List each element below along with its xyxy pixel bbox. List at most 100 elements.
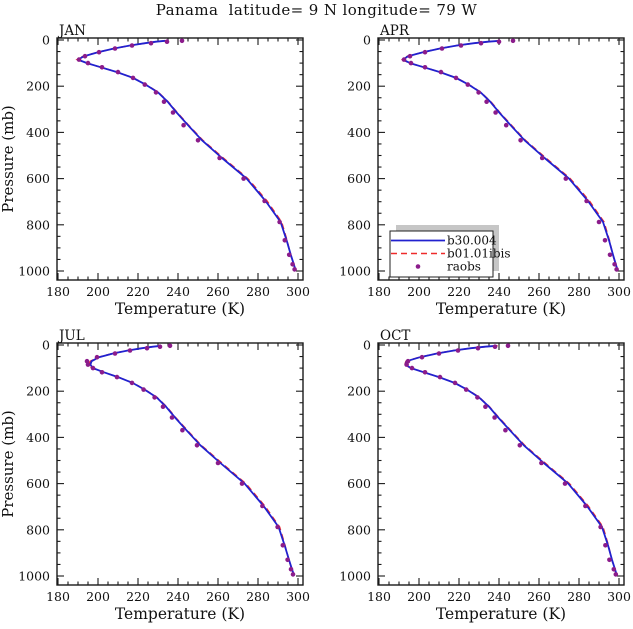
- svg-text:180: 180: [46, 284, 70, 299]
- svg-text:400: 400: [347, 430, 371, 445]
- svg-text:0: 0: [42, 338, 50, 353]
- svg-text:260: 260: [206, 284, 230, 299]
- y-axis-title-jul: Pressure (mb): [0, 410, 17, 518]
- legend-label-b30-004: b30.004: [447, 234, 497, 248]
- x-axis-labels-oct: 180 200 220 240 260 280 300: [367, 589, 631, 604]
- apr-b30-line: [402, 39, 619, 270]
- svg-text:300: 300: [607, 589, 631, 604]
- svg-text:300: 300: [286, 589, 310, 604]
- plot-frame-oct: [377, 342, 625, 586]
- y-axis-labels-apr: 0 200 400 600 800 1000: [339, 33, 371, 279]
- panel-title-jul: JUL: [57, 328, 85, 344]
- x-axis-ticks-jul: [57, 343, 299, 585]
- y-axis-ticks-apr: [378, 39, 624, 272]
- svg-text:200: 200: [26, 79, 50, 94]
- svg-text:180: 180: [367, 589, 391, 604]
- oct-raobs-dots: [404, 343, 619, 577]
- jul-b01-line: [87, 345, 295, 575]
- panel-title-oct: OCT: [380, 328, 410, 344]
- plot-frame-jan: [56, 37, 304, 281]
- svg-text:220: 220: [126, 589, 150, 604]
- oct-b01-line: [403, 345, 618, 575]
- panel-oct: 180 200 220 240 260 280 300 0 200 400 600 800 1000 OC…: [339, 328, 631, 623]
- svg-text:300: 300: [286, 284, 310, 299]
- svg-text:280: 280: [567, 589, 591, 604]
- x-axis-labels-jan: 180 200 220 240 260 280 300: [46, 284, 310, 299]
- legend-label-raobs: raobs: [447, 260, 481, 274]
- figure-title: Panama latitude= 9 N longitude= 79 W: [155, 1, 478, 19]
- svg-text:1000: 1000: [339, 264, 371, 279]
- svg-text:200: 200: [26, 384, 50, 399]
- x-axis-title-jul: Temperature (K): [115, 605, 245, 623]
- x-axis-ticks-jan: [57, 38, 299, 280]
- y-axis-title-jan: Pressure (mb): [0, 105, 17, 213]
- svg-text:800: 800: [26, 217, 50, 232]
- svg-text:800: 800: [347, 522, 371, 537]
- x-axis-labels-jul: 180 200 220 240 260 280 300: [46, 589, 310, 604]
- svg-text:260: 260: [527, 284, 551, 299]
- svg-text:200: 200: [86, 589, 110, 604]
- svg-text:260: 260: [527, 589, 551, 604]
- svg-text:0: 0: [363, 338, 371, 353]
- svg-text:200: 200: [347, 384, 371, 399]
- svg-text:200: 200: [407, 284, 431, 299]
- x-axis-title-apr: Temperature (K): [436, 300, 566, 318]
- panel-title-apr: APR: [379, 23, 410, 39]
- svg-text:1000: 1000: [18, 569, 50, 584]
- x-axis-title-oct: Temperature (K): [436, 605, 566, 623]
- svg-text:200: 200: [86, 284, 110, 299]
- svg-text:240: 240: [487, 589, 511, 604]
- svg-text:800: 800: [347, 217, 371, 232]
- jan-b01-line: [75, 40, 296, 270]
- y-axis-ticks-jan: [57, 39, 303, 272]
- svg-text:300: 300: [607, 284, 631, 299]
- x-axis-title-jan: Temperature (K): [115, 300, 245, 318]
- svg-text:240: 240: [166, 284, 190, 299]
- svg-text:1000: 1000: [18, 264, 50, 279]
- jan-b30-line: [77, 39, 297, 270]
- svg-text:600: 600: [347, 171, 371, 186]
- svg-text:1000: 1000: [339, 569, 371, 584]
- y-axis-ticks-jul: [57, 344, 303, 577]
- svg-text:0: 0: [363, 33, 371, 48]
- svg-text:200: 200: [407, 589, 431, 604]
- y-axis-labels-jan: 0 200 400 600 800 1000: [18, 33, 50, 279]
- legend-label-b01-01ibis: b01.01ibis: [447, 247, 511, 261]
- svg-text:280: 280: [246, 589, 270, 604]
- svg-text:800: 800: [26, 522, 50, 537]
- svg-text:400: 400: [26, 125, 50, 140]
- svg-text:180: 180: [367, 284, 391, 299]
- panel-jan: 180 200 220 240 260 280 300 0 200 400 600 800 1000 JA…: [0, 23, 310, 318]
- jan-raobs-dots: [76, 38, 297, 272]
- svg-text:280: 280: [567, 284, 591, 299]
- svg-text:220: 220: [126, 284, 150, 299]
- y-axis-labels-oct: 0 200 400 600 800 1000: [339, 338, 371, 584]
- panel-apr: 180 200 220 240 260 280 300 0 200 400 600 800 1000 AP…: [339, 23, 631, 318]
- y-axis-ticks-oct: [378, 344, 624, 577]
- jul-raobs-dots: [84, 343, 296, 577]
- svg-text:220: 220: [447, 589, 471, 604]
- svg-text:280: 280: [246, 284, 270, 299]
- svg-text:240: 240: [166, 589, 190, 604]
- panel-title-jan: JAN: [57, 23, 86, 39]
- svg-text:600: 600: [347, 476, 371, 491]
- plot-frame-apr: [377, 37, 625, 281]
- svg-text:400: 400: [347, 125, 371, 140]
- svg-text:260: 260: [206, 589, 230, 604]
- plot-frame-jul: [56, 342, 304, 586]
- svg-text:200: 200: [347, 79, 371, 94]
- x-axis-labels-apr: 180 200 220 240 260 280 300: [367, 284, 631, 299]
- svg-text:600: 600: [26, 476, 50, 491]
- svg-text:220: 220: [447, 284, 471, 299]
- svg-text:240: 240: [487, 284, 511, 299]
- apr-raobs-dots: [401, 38, 619, 272]
- svg-text:180: 180: [46, 589, 70, 604]
- oct-b30-line: [404, 344, 618, 575]
- jul-b30-line: [89, 344, 295, 575]
- y-axis-labels-jul: 0 200 400 600 800 1000: [18, 338, 50, 584]
- panel-jul: 180 200 220 240 260 280 300 0 200 400 600 800 1000 JU…: [0, 328, 310, 623]
- svg-text:0: 0: [42, 33, 50, 48]
